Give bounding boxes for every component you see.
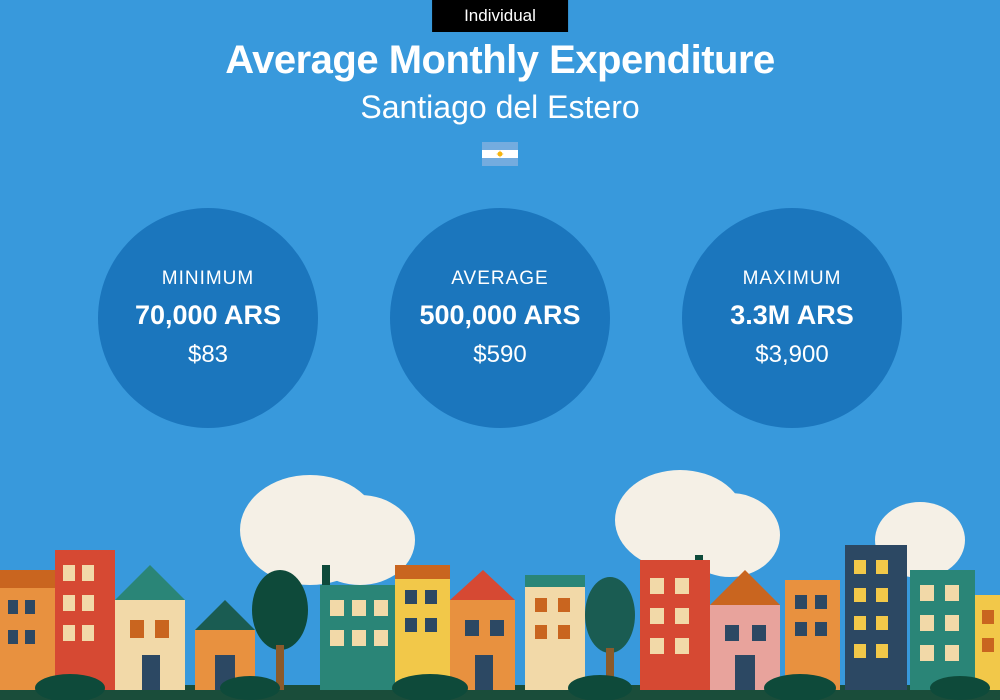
stat-usd: $83 [188, 341, 228, 369]
stat-label: MAXIMUM [743, 268, 842, 290]
stat-label: AVERAGE [451, 268, 548, 290]
stat-value: 70,000 ARS [135, 300, 281, 331]
stat-value: 500,000 ARS [419, 300, 580, 331]
badge-text: Individual [464, 6, 536, 25]
cityscape-illustration [0, 470, 1000, 700]
stat-label: MINIMUM [162, 268, 254, 290]
stat-circle-minimum: MINIMUM 70,000 ARS $83 [98, 208, 318, 428]
stat-usd: $590 [473, 341, 526, 369]
argentina-flag-icon [482, 142, 518, 166]
page-title: Average Monthly Expenditure [0, 38, 1000, 83]
stat-usd: $3,900 [755, 341, 828, 369]
stat-circle-maximum: MAXIMUM 3.3M ARS $3,900 [682, 208, 902, 428]
stats-row: MINIMUM 70,000 ARS $83 AVERAGE 500,000 A… [0, 208, 1000, 428]
category-badge: Individual [432, 0, 568, 32]
stat-circle-average: AVERAGE 500,000 ARS $590 [390, 208, 610, 428]
stat-value: 3.3M ARS [730, 300, 854, 331]
location-subtitle: Santiago del Estero [0, 89, 1000, 126]
